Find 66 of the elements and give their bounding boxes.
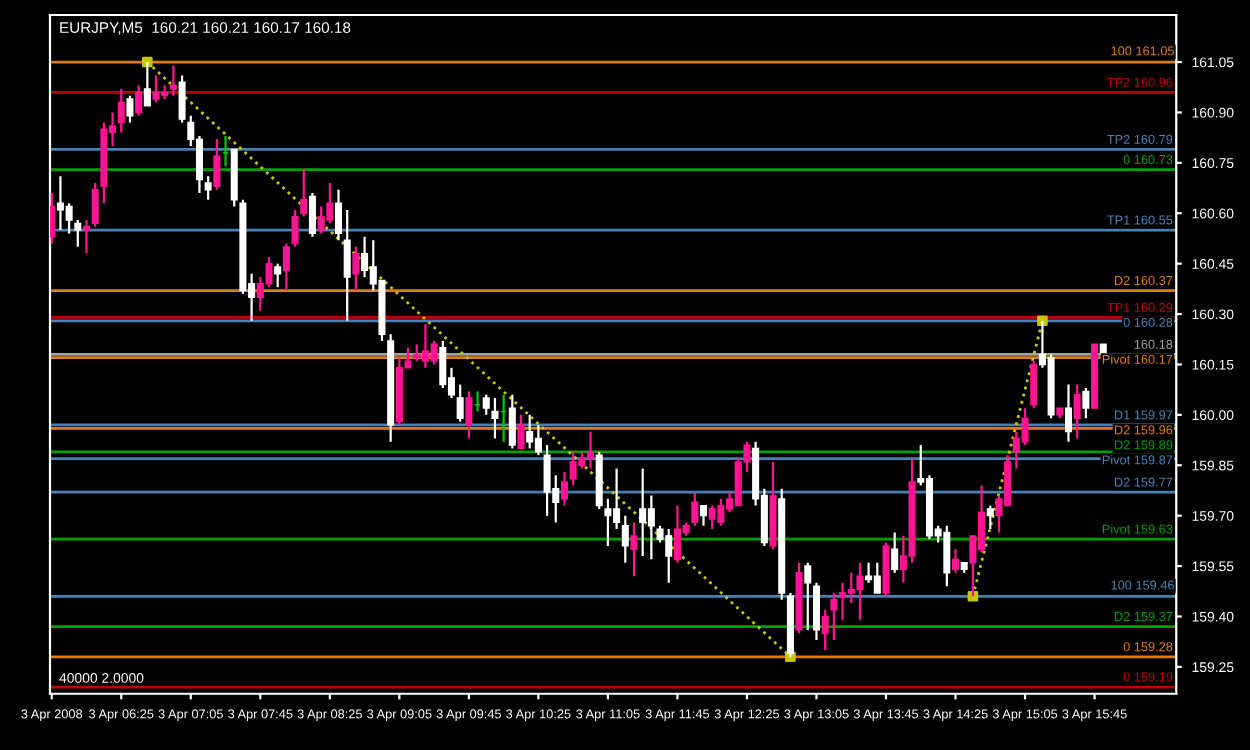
candlestick: [717, 497, 725, 527]
candlestick: [1073, 383, 1081, 440]
candlestick: [847, 571, 855, 605]
candlestick: [839, 581, 847, 621]
candlestick: [135, 84, 143, 117]
candlestick: [91, 181, 99, 228]
candlestick: [526, 413, 534, 450]
candlestick: [804, 561, 812, 632]
candlestick: [334, 188, 343, 242]
candlestick: [274, 262, 282, 289]
candlestick: [943, 524, 951, 588]
candlestick: [560, 470, 568, 507]
candlestick: [986, 504, 994, 531]
candlestick: [604, 497, 612, 548]
candlestick: [534, 423, 542, 457]
candlestick: [873, 561, 881, 595]
candlestick: [50, 191, 56, 245]
candlestick: [352, 245, 360, 292]
candlestick: [891, 531, 899, 574]
candlestick: [308, 191, 316, 238]
candlestick: [482, 393, 490, 416]
candlestick: [621, 514, 629, 564]
candlestick: [117, 87, 125, 134]
candlestick: [282, 242, 290, 292]
candlestick: [821, 608, 829, 652]
candlestick: [543, 443, 551, 517]
candlestick: [204, 175, 212, 201]
candlestick: [647, 494, 655, 561]
candlestick: [708, 504, 716, 531]
candlestick: [665, 527, 673, 584]
candlestick: [291, 208, 299, 248]
candlestick: [639, 467, 647, 558]
candlestick: [152, 74, 160, 104]
candlestick: [951, 548, 960, 574]
candlestick: [169, 64, 177, 97]
candlestick: [830, 591, 838, 642]
candlestick: [300, 168, 308, 218]
candlestick: [74, 218, 82, 248]
candlestick: [430, 339, 438, 366]
candlestick: [1064, 383, 1073, 443]
candlestick: [178, 74, 186, 124]
candlestick: [456, 383, 464, 423]
candlestick: [699, 504, 708, 527]
candlestick: [508, 393, 516, 450]
candlestick: [1021, 407, 1029, 447]
candlestick: [82, 218, 91, 255]
candlestick: [569, 450, 577, 487]
candlestick: [65, 202, 73, 235]
candlestick: [691, 491, 699, 527]
candlestick: [326, 181, 334, 225]
candlestick: [343, 208, 351, 322]
candlestick: [1082, 386, 1090, 420]
candlestick: [812, 581, 820, 642]
candlestick: [213, 138, 221, 191]
candlestick: [439, 339, 447, 390]
candlestick: [143, 60, 151, 107]
candlestick: [856, 561, 864, 621]
candlestick: [361, 235, 369, 279]
candlestick: [317, 205, 325, 235]
candlestick: [882, 541, 890, 598]
candlestick: [630, 521, 638, 578]
candlestick: [126, 94, 134, 124]
candlestick: [1030, 359, 1038, 410]
candlestick: [465, 390, 473, 440]
candlestick: [491, 396, 499, 440]
candlestick: [517, 413, 525, 450]
